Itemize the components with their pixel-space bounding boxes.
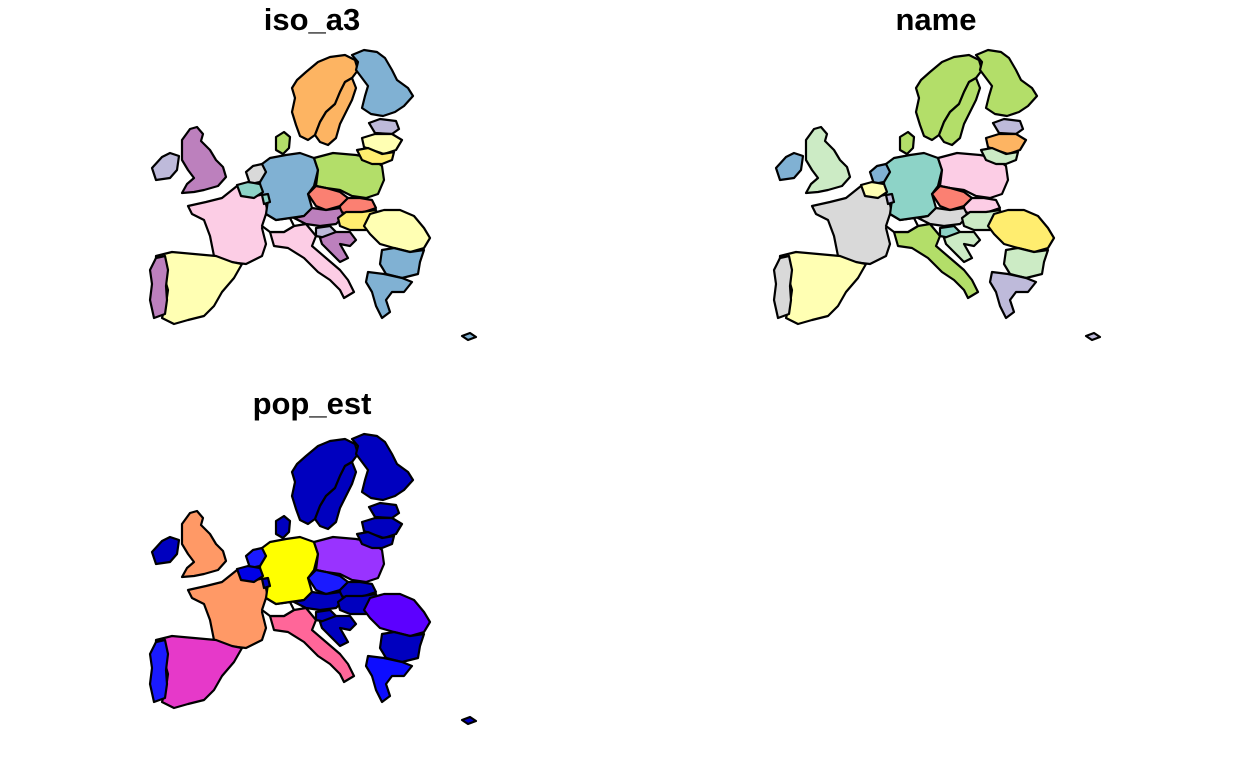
country-finland: [350, 48, 415, 118]
country-estonia: [991, 117, 1025, 136]
panel-title: pop_est: [252, 386, 372, 421]
country-lithuania: [355, 146, 396, 166]
country-denmark: [274, 130, 292, 156]
country-cyprus: [460, 715, 478, 726]
country-ireland: [150, 151, 181, 182]
country-portugal: [148, 638, 170, 704]
country-spain: [778, 250, 868, 326]
country-italy: [892, 222, 980, 300]
country-ireland: [774, 151, 805, 182]
country-austria: [292, 590, 346, 612]
country-france: [186, 568, 270, 650]
panel-title: iso_a3: [263, 2, 361, 37]
country-bulgaria: [378, 246, 426, 280]
country-spain: [154, 250, 244, 326]
country-romania: [362, 592, 432, 638]
europe-map: [772, 48, 1102, 342]
country-estonia: [367, 117, 401, 136]
country-estonia: [367, 501, 401, 520]
map-panel-iso-a3: iso_a3: [0, 0, 624, 384]
country-belgium: [859, 180, 889, 200]
country-luxembourg: [260, 576, 272, 590]
country-luxembourg: [260, 192, 272, 206]
country-sweden: [313, 460, 358, 531]
country-denmark: [274, 514, 292, 540]
country-lithuania: [355, 530, 396, 550]
country-lithuania: [979, 146, 1020, 166]
country-bulgaria: [378, 630, 426, 664]
country-greece: [364, 270, 414, 320]
country-croatia: [318, 230, 358, 264]
panel-title: name: [895, 2, 977, 37]
country-uk: [180, 125, 228, 195]
country-ireland: [150, 535, 181, 566]
country-belgium: [235, 180, 265, 200]
country-france: [186, 184, 270, 266]
country-greece: [988, 270, 1038, 320]
country-italy: [268, 606, 356, 684]
europe-map: [148, 432, 478, 726]
map-panel-pop-est: pop_est: [0, 384, 624, 768]
country-portugal: [772, 254, 794, 320]
country-spain: [154, 634, 244, 710]
country-finland: [350, 432, 415, 502]
country-croatia: [318, 614, 358, 648]
country-sweden: [937, 76, 982, 147]
country-belgium: [235, 564, 265, 584]
country-denmark: [898, 130, 916, 156]
europe-map: [148, 48, 478, 342]
country-portugal: [148, 254, 170, 320]
country-france: [810, 184, 894, 266]
country-uk: [180, 509, 228, 579]
map-panel-name: name: [624, 0, 1248, 384]
country-romania: [986, 208, 1056, 254]
country-romania: [362, 208, 432, 254]
country-greece: [364, 654, 414, 704]
country-uk: [804, 125, 852, 195]
country-cyprus: [460, 331, 478, 342]
country-luxembourg: [884, 192, 896, 206]
country-cyprus: [1084, 331, 1102, 342]
country-italy: [268, 222, 356, 300]
country-bulgaria: [1002, 246, 1050, 280]
country-sweden: [313, 76, 358, 147]
country-finland: [974, 48, 1039, 118]
country-austria: [292, 206, 346, 228]
country-croatia: [942, 230, 982, 264]
country-austria: [916, 206, 970, 228]
